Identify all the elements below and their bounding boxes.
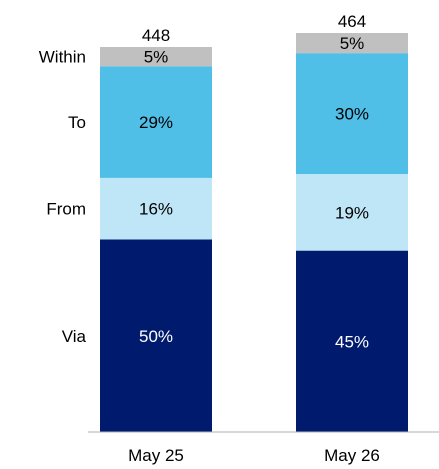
segment-label-within-1: 5%: [144, 48, 169, 67]
series-label-from: From: [46, 200, 86, 219]
segment-label-from-2: 19%: [335, 203, 369, 222]
x-tick-label: May 25: [128, 446, 184, 465]
bar-segment-to-2: [296, 53, 408, 175]
bar-segment-within-1: [100, 47, 212, 67]
series-label-within: Within: [39, 48, 86, 67]
series-label-to: To: [68, 113, 86, 132]
bar-segment-from-1: [100, 177, 212, 240]
total-labels: 448 464: [142, 12, 366, 45]
bar-segment-via-2: [296, 250, 408, 432]
bar-segment-via-1: [100, 239, 212, 432]
bar-segment-to-1: [100, 66, 212, 178]
segment-label-via-1: 50%: [139, 327, 173, 346]
x-tick-label: May 26: [324, 446, 380, 465]
segment-label-from-1: 16%: [139, 200, 173, 219]
bar-segment-within-2: [296, 33, 408, 54]
segment-label-via-2: 45%: [335, 332, 369, 351]
total-label-1: 448: [142, 26, 170, 45]
segment-label-to-2: 30%: [335, 105, 369, 124]
series-labels: Via From To Within: [39, 48, 87, 346]
segment-label-within-2: 5%: [340, 34, 365, 53]
segment-label-to-1: 29%: [139, 113, 173, 132]
bars: 50% 16% 29% 5% 45% 19% 30% 5%: [100, 33, 408, 432]
series-label-via: Via: [62, 327, 87, 346]
x-tick-labels: May 25 May 26: [128, 446, 380, 465]
bar-segment-from-2: [296, 174, 408, 251]
total-label-2: 464: [338, 12, 366, 31]
